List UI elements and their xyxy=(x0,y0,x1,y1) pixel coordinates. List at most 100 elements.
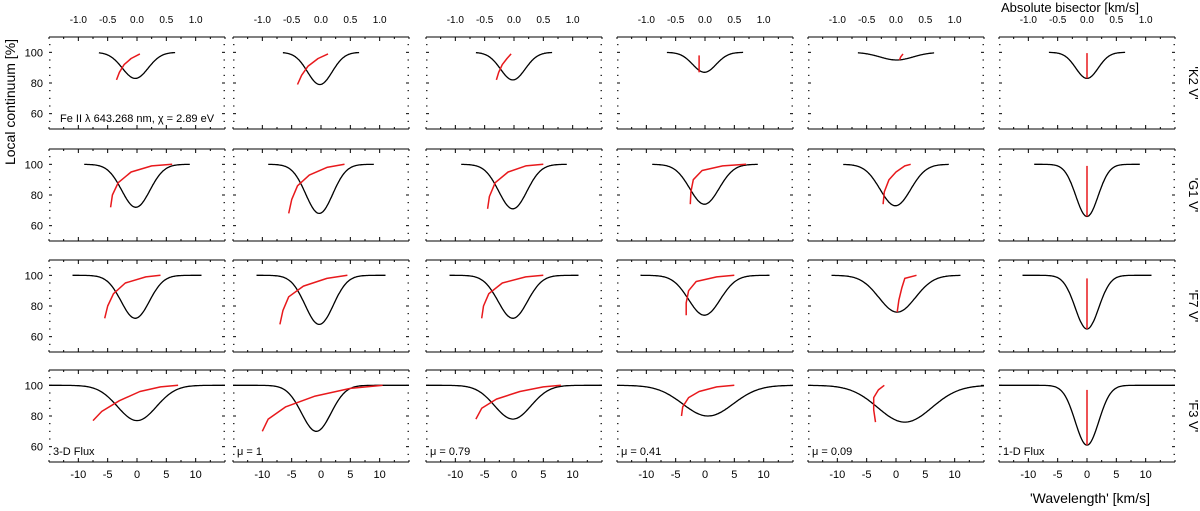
x-tick-label: 5 xyxy=(922,469,928,481)
bisector-curve xyxy=(287,163,345,214)
line-profile xyxy=(843,163,949,207)
top-tick-label: -1.0 xyxy=(70,15,88,26)
x-tick-label: 10 xyxy=(758,469,770,481)
line-profile xyxy=(426,384,602,420)
x-tick-label: -5 xyxy=(1053,469,1063,481)
bisector-curve xyxy=(475,384,561,420)
line-profile xyxy=(640,274,770,316)
panel-r3-c5 xyxy=(807,259,985,353)
top-tick-label: 1.0 xyxy=(1139,15,1153,26)
x-axis-label: 'Wavelength' [km/s] xyxy=(1030,490,1150,506)
line-profile xyxy=(475,51,553,81)
y-tick-label: 100 xyxy=(25,270,43,282)
line-profile xyxy=(72,274,202,319)
x-tick-label: -10 xyxy=(254,469,270,481)
bisector-curve xyxy=(882,163,911,205)
line-profile xyxy=(84,163,190,208)
line-profile xyxy=(98,51,176,80)
line-profile xyxy=(49,384,225,422)
panel-r4-c3: -10 -5 0 5 10 μ = 0.79 xyxy=(425,369,603,481)
top-tick-label: 0.0 xyxy=(314,15,328,26)
bisector-curve xyxy=(103,274,161,319)
line-profile xyxy=(282,51,360,86)
x-tick-label: 0 xyxy=(1084,469,1090,481)
line-profile xyxy=(449,274,579,319)
x-tick-label: 0 xyxy=(702,469,708,481)
x-tick-label: -5 xyxy=(103,469,113,481)
row-label: 'F3 V' xyxy=(1186,400,1200,432)
bisector-curve xyxy=(279,274,348,325)
bisector-curve xyxy=(115,53,141,81)
x-tick-label: -10 xyxy=(829,469,845,481)
top-tick-label: 0.0 xyxy=(507,15,521,26)
x-tick-label: 5 xyxy=(347,469,353,481)
x-tick-label: 5 xyxy=(540,469,546,481)
x-tick-label: -10 xyxy=(638,469,654,481)
bisector-curve xyxy=(486,163,544,209)
panel-r3-c3 xyxy=(425,259,603,353)
bisector-curve xyxy=(898,53,904,61)
x-tick-label: 10 xyxy=(949,469,961,481)
line-annotation: Fe II λ 643.268 nm, χ = 2.89 eV xyxy=(60,113,215,125)
x-tick-label: -5 xyxy=(862,469,872,481)
top-tick-label: 0.5 xyxy=(536,15,550,26)
line-profile xyxy=(666,51,744,73)
bisector-curve xyxy=(872,384,885,423)
panel-r4-c1: 60 80 100 -10 -5 0 5 10 3-D Flux xyxy=(25,369,226,481)
column-label: μ = 0.09 xyxy=(812,446,852,458)
top-tick-label: 0.0 xyxy=(1080,15,1094,26)
panel-r3-c6: 'F7 V' xyxy=(998,259,1200,353)
x-tick-label: -10 xyxy=(447,469,463,481)
y-tick-label: 100 xyxy=(25,159,43,171)
top-tick-label: -1.0 xyxy=(829,15,847,26)
top-tick-label: -0.5 xyxy=(667,15,685,26)
top-tick-label: -0.5 xyxy=(858,15,876,26)
x-tick-label: 5 xyxy=(731,469,737,481)
panel-r2-c4 xyxy=(616,148,794,242)
x-tick-label: -5 xyxy=(480,469,490,481)
panel-r2-c1: 60 80 100 xyxy=(25,148,226,242)
column-label: μ = 0.79 xyxy=(430,446,470,458)
panel-r4-c5: -10 -5 0 5 10 μ = 0.09 xyxy=(807,369,985,481)
line-profile xyxy=(268,163,374,215)
line-profile xyxy=(617,384,794,417)
top-tick-label: 0.5 xyxy=(343,15,357,26)
top-tick-label: -0.5 xyxy=(283,15,301,26)
y-axis-label: Local continuum [%] xyxy=(2,39,18,165)
line-profile xyxy=(256,274,386,326)
panel-r1-c2: -1.0 -0.5 0.0 0.5 1.0 xyxy=(232,15,410,130)
bisector-curve xyxy=(480,274,544,319)
y-tick-label: 80 xyxy=(31,78,43,90)
panel-r2-c2 xyxy=(232,148,410,242)
x-tick-label: 0 xyxy=(134,469,140,481)
y-tick-label: 60 xyxy=(31,332,43,344)
row-label: 'K2 V' xyxy=(1186,66,1200,99)
panel-r1-c4: -1.0 -0.5 0.0 0.5 1.0 xyxy=(616,15,794,130)
top-tick-label: 1.0 xyxy=(189,15,203,26)
row-label: 'G1 V' xyxy=(1186,178,1200,213)
top-tick-label: 0.5 xyxy=(1109,15,1123,26)
line-profile xyxy=(808,384,985,423)
panel-r3-c4 xyxy=(616,259,794,353)
x-tick-label: 0 xyxy=(318,469,324,481)
bisector-curve xyxy=(685,274,735,316)
bisector-curve xyxy=(92,384,179,422)
top-tick-label: 0.0 xyxy=(698,15,712,26)
top-tick-label: -1.0 xyxy=(1020,15,1038,26)
panel-r3-c2 xyxy=(232,259,410,353)
y-tick-label: 100 xyxy=(25,380,43,392)
column-label: 3-D Flux xyxy=(53,446,95,458)
column-label: μ = 0.41 xyxy=(621,446,661,458)
top-tick-label: -1.0 xyxy=(447,15,465,26)
x-tick-label: 10 xyxy=(190,469,202,481)
top-tick-label: 0.5 xyxy=(159,15,173,26)
bisector-curve xyxy=(896,274,917,313)
panel-r4-c2: -10 -5 0 5 10 μ = 1 xyxy=(232,369,410,481)
top-tick-label: -0.5 xyxy=(99,15,117,26)
top-tick-label: -0.5 xyxy=(476,15,494,26)
row-label: 'F7 V' xyxy=(1186,290,1200,322)
x-tick-label: -10 xyxy=(70,469,86,481)
panel-r1-c5: -1.0 -0.5 0.0 0.5 1.0 xyxy=(807,15,985,130)
